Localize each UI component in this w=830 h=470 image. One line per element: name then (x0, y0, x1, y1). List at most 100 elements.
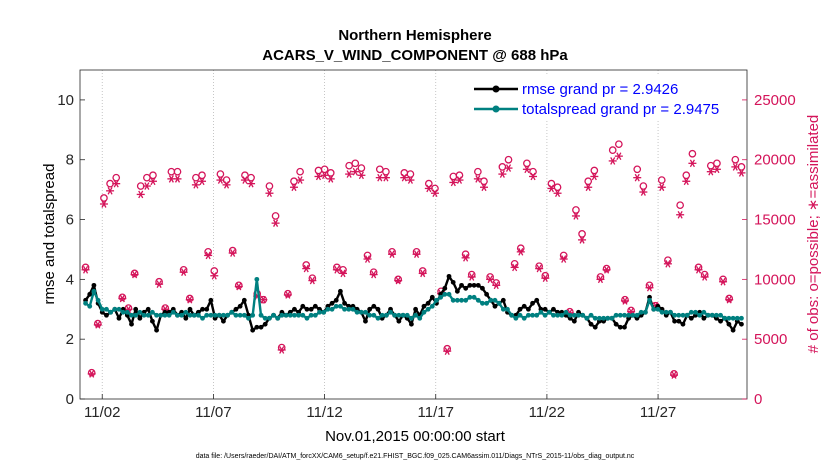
left-tick-label: 10 (57, 92, 74, 109)
rmse-point (87, 291, 93, 297)
right-tick-label: 25000 (754, 92, 796, 109)
totalspread-point (133, 312, 139, 318)
totalspread-point (676, 312, 682, 318)
x-tick-label: 11/02 (84, 404, 120, 421)
totalspread-point (304, 315, 310, 321)
rmse-point (622, 324, 627, 330)
totalspread-point (663, 309, 669, 315)
totalspread-point (388, 309, 393, 315)
rmse-point (329, 300, 335, 306)
rmse-point (739, 321, 744, 327)
totalspread-point (166, 312, 172, 318)
rmse-point (467, 282, 473, 288)
totalspread-point (480, 300, 485, 306)
rmse-point (233, 306, 239, 312)
totalspread-point (705, 312, 711, 318)
rmse-point (517, 306, 523, 312)
totalspread-point (722, 315, 728, 321)
rmse-point (530, 300, 535, 306)
totalspread-point (559, 312, 565, 318)
totalspread-point (425, 306, 431, 312)
legend-totalspread-marker (492, 105, 500, 113)
rmse-point (409, 321, 414, 327)
totalspread-point (170, 309, 176, 315)
totalspread-point (141, 312, 147, 318)
rmse-point (250, 327, 256, 333)
totalspread-point (647, 297, 652, 303)
x-tick-label: 11/22 (529, 404, 565, 421)
totalspread-point (467, 294, 473, 300)
rmse-point (672, 318, 677, 324)
totalspread-point (229, 309, 235, 315)
totalspread-point (383, 312, 389, 318)
totalspread-point (622, 312, 627, 318)
totalspread-point (642, 309, 648, 315)
totalspread-point (617, 312, 623, 318)
left-tick-label: 8 (66, 152, 74, 169)
totalspread-point (551, 312, 556, 318)
totalspread-point (434, 297, 439, 303)
totalspread-point (91, 288, 97, 294)
totalspread-point (505, 306, 510, 312)
rmse-point (154, 327, 159, 333)
totalspread-point (438, 294, 444, 300)
totalspread-point (312, 312, 318, 318)
totalspread-point (713, 312, 719, 318)
totalspread-point (145, 312, 151, 318)
rmse-point (300, 303, 306, 309)
legend-rmse-label: rmse grand pr = 2.9426 (522, 81, 678, 98)
rmse-point (484, 291, 490, 297)
rmse-point (258, 324, 264, 330)
rmse-point (425, 300, 431, 306)
totalspread-point (542, 312, 548, 318)
totalspread-point (149, 309, 155, 315)
chart-title: Northern Hemisphere (338, 27, 491, 44)
rmse-point (446, 273, 452, 279)
totalspread-point (484, 300, 490, 306)
totalspread-point (605, 315, 611, 321)
rmse-point (442, 285, 448, 291)
totalspread-point (95, 297, 101, 303)
totalspread-point (580, 312, 586, 318)
totalspread-point (734, 315, 740, 321)
totalspread-point (739, 315, 744, 321)
y-axis-label-right: # of obs: o=possible; ∗=assimilated (805, 115, 822, 354)
rmse-point (730, 327, 736, 333)
totalspread-point (333, 303, 339, 309)
left-tick-label: 6 (66, 212, 74, 229)
totalspread-point (254, 276, 260, 282)
totalspread-point (509, 312, 515, 318)
rmse-point (534, 297, 540, 303)
totalspread-point (216, 312, 222, 318)
totalspread-point (726, 315, 732, 321)
rmse-point (149, 318, 155, 324)
totalspread-point (584, 315, 590, 321)
rmse-point (241, 297, 247, 303)
totalspread-point (367, 312, 373, 318)
totalspread-point (609, 315, 615, 321)
totalspread-point (571, 312, 577, 318)
data-file-footnote: data file: /Users/raeder/DAI/ATM_forcXX/… (196, 453, 635, 460)
right-tick-label: 0 (754, 391, 762, 408)
totalspread-point (250, 312, 256, 318)
totalspread-point (337, 303, 343, 309)
rmse-point (204, 306, 210, 312)
rmse-point (701, 315, 707, 321)
legend-box (470, 76, 736, 120)
rmse-point (492, 303, 498, 309)
chart-subtitle: ACARS_V_WIND_COMPONENT @ 688 hPa (262, 47, 568, 64)
totalspread-point (241, 312, 247, 318)
totalspread-point (87, 303, 93, 309)
totalspread-point (358, 309, 364, 315)
rmse-point (237, 303, 243, 309)
totalspread-point (379, 312, 385, 318)
totalspread-point (392, 312, 398, 318)
rmse-point (91, 282, 97, 288)
totalspread-point (459, 297, 464, 303)
rmse-point (145, 306, 151, 312)
totalspread-point (279, 312, 285, 318)
totalspread-point (555, 312, 561, 318)
totalspread-point (329, 306, 335, 312)
totalspread-point (680, 312, 686, 318)
